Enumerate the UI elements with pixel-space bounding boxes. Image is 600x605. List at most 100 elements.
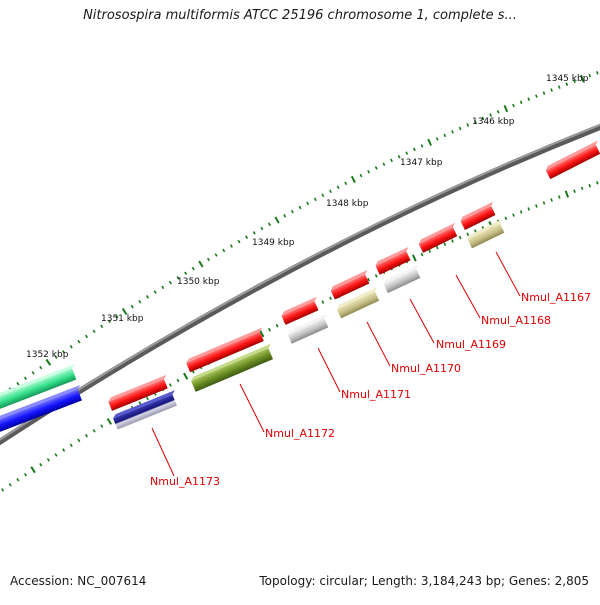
minor-tick — [161, 285, 165, 290]
minor-tick — [412, 147, 416, 152]
gene-feature[interactable] — [112, 390, 181, 430]
major-tick — [411, 254, 417, 262]
minor-tick — [588, 183, 592, 188]
minor-tick — [451, 239, 454, 243]
genome-backbone — [0, 123, 600, 446]
minor-tick — [596, 181, 599, 185]
minor-tick — [359, 173, 363, 178]
minor-tick — [252, 231, 256, 235]
gene-feature[interactable] — [544, 140, 600, 180]
minor-tick — [229, 244, 233, 248]
leader-line — [409, 298, 435, 344]
minor-tick — [527, 97, 531, 102]
minor-tick — [267, 327, 272, 332]
minor-tick — [321, 193, 325, 198]
minor-tick — [329, 296, 332, 301]
gene-feature[interactable] — [0, 384, 86, 435]
minor-tick — [260, 226, 264, 231]
gene-feature[interactable] — [190, 343, 277, 392]
gene-feature[interactable] — [185, 327, 267, 373]
minor-tick — [473, 119, 477, 124]
leader-line — [151, 427, 175, 477]
minor-tick — [435, 137, 439, 141]
minor-tick — [138, 299, 142, 304]
gene-feature[interactable] — [107, 374, 171, 411]
minor-tick — [451, 130, 454, 134]
gene-feature[interactable] — [466, 219, 508, 249]
minor-tick — [16, 477, 20, 482]
minor-tick — [458, 126, 462, 131]
minor-tick — [336, 185, 340, 190]
leader-line — [366, 321, 391, 367]
minor-tick — [329, 189, 332, 194]
major-tick — [30, 466, 36, 474]
minor-tick — [168, 383, 172, 387]
minor-tick — [535, 94, 538, 98]
minor-tick — [69, 443, 73, 448]
tick-label: 1349 kbp — [252, 238, 295, 248]
minor-tick — [443, 133, 447, 138]
minor-tick — [23, 472, 28, 477]
minor-tick — [481, 116, 485, 121]
tick-label: 1348 kbp — [326, 199, 369, 209]
minor-tick — [207, 257, 210, 262]
minor-tick — [519, 100, 523, 105]
minor-tick — [542, 201, 546, 205]
tick-label: 1345 kbp — [546, 74, 589, 84]
gene-label[interactable]: Nmul_A1173 — [150, 475, 220, 488]
minor-tick — [275, 323, 279, 328]
minor-tick — [473, 229, 477, 233]
gene-feature[interactable] — [382, 264, 424, 294]
tick-label: 1347 kbp — [400, 158, 443, 168]
minor-tick — [237, 239, 241, 244]
minor-tick — [100, 324, 104, 329]
gene-feature[interactable] — [336, 287, 383, 319]
gene-label[interactable]: Nmul_A1168 — [481, 314, 551, 327]
major-tick — [579, 74, 585, 83]
minor-tick — [92, 429, 96, 433]
minor-tick — [489, 113, 493, 117]
minor-tick — [306, 201, 310, 206]
minor-tick — [39, 365, 43, 370]
genome-title: Nitrosospira multiformis ATCC 25196 chro… — [83, 8, 517, 23]
gene-feature[interactable] — [329, 270, 373, 300]
gene-label[interactable]: Nmul_A1167 — [521, 291, 591, 304]
gene-feature[interactable] — [0, 364, 80, 410]
gene-feature[interactable] — [459, 201, 499, 230]
minor-tick — [580, 186, 584, 191]
minor-tick — [222, 248, 226, 253]
minor-tick — [39, 462, 43, 467]
minor-tick — [214, 253, 218, 257]
minor-tick — [77, 438, 81, 443]
gene-feature[interactable] — [417, 222, 460, 253]
minor-tick — [367, 277, 371, 282]
minor-tick — [458, 235, 462, 240]
minor-tick — [153, 290, 157, 294]
minor-tick — [191, 266, 195, 271]
gene-label[interactable]: Nmul_A1171 — [341, 388, 411, 401]
gene-label[interactable]: Nmul_A1172 — [265, 427, 335, 440]
minor-tick — [100, 424, 104, 428]
minor-tick — [573, 189, 576, 193]
gene-feature[interactable] — [280, 296, 322, 325]
leader-line — [455, 274, 481, 319]
minor-tick — [573, 79, 576, 84]
minor-tick — [107, 319, 111, 324]
gene-feature[interactable] — [374, 246, 414, 275]
leader-line — [495, 251, 521, 297]
major-tick — [274, 216, 280, 224]
gene-label[interactable]: Nmul_A1169 — [436, 338, 506, 351]
minor-tick — [550, 198, 553, 202]
minor-tick — [504, 216, 508, 221]
minor-tick — [420, 144, 424, 148]
gene-label[interactable]: Nmul_A1170 — [391, 362, 461, 375]
minor-tick — [344, 181, 348, 186]
gene-feature[interactable] — [286, 313, 331, 344]
major-tick — [564, 190, 570, 198]
minor-tick — [176, 276, 180, 280]
minor-tick — [550, 88, 553, 92]
minor-tick — [245, 235, 249, 239]
outer-tick-ring — [1, 71, 599, 397]
